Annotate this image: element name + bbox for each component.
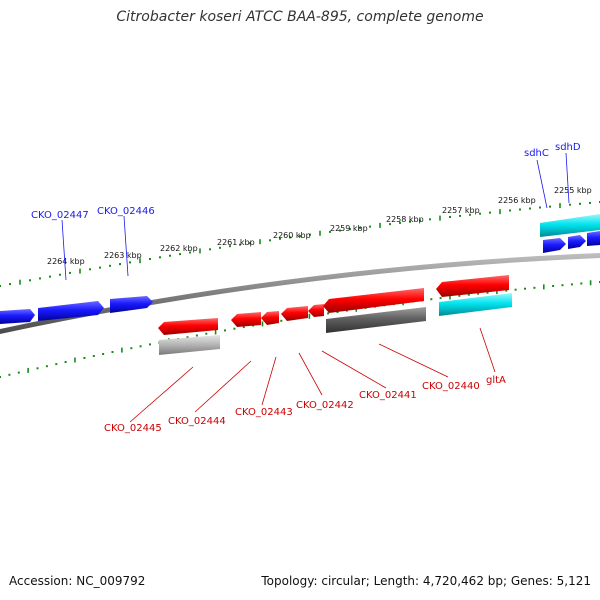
kbp-label: 2255 kbp [554,186,592,195]
kbp-label: 2262 kbp [160,244,198,253]
gene-arrow-reverse-highlight[interactable] [439,293,512,316]
kbp-label: 2258 kbp [386,215,424,224]
kbp-label: 2261 kbp [217,238,255,247]
pseudo-feature[interactable] [159,335,220,355]
map-title: Citrobacter koseri ATCC BAA-895, complet… [116,9,484,25]
reverse-strand-features [158,275,512,355]
gene-arrow-forward[interactable] [568,235,586,249]
gene-label-reverse[interactable]: gltA [486,375,506,386]
kbp-label: 2256 kbp [498,196,536,205]
gene-label-reverse[interactable]: CKO_02445 [104,423,162,434]
kbp-label: 2263 kbp [104,251,142,260]
outer-tick-ring [0,201,600,287]
gene-arrow-reverse[interactable] [308,304,324,317]
gene-label-forward[interactable]: CKO_02446 [97,206,155,217]
rna-feature[interactable] [326,307,426,333]
gene-arrow-reverse[interactable] [436,275,509,297]
gene-arrow-forward-highlight[interactable] [540,214,600,237]
forward-gene-labels: CKO_02447 CKO_02446 sdhC sdhD [31,142,581,281]
gene-arrow-reverse[interactable] [261,311,279,325]
gene-arrow-forward[interactable] [38,301,104,321]
kbp-label: 2259 kbp [330,224,368,233]
gene-label-forward[interactable]: sdhC [524,148,549,159]
reverse-gene-labels: CKO_02445 CKO_02444 CKO_02443 CKO_02442 … [104,327,506,434]
gene-label-reverse[interactable]: CKO_02441 [359,390,417,401]
kbp-label: 2257 kbp [442,206,480,215]
kbp-label: 2260 kbp [273,231,311,240]
gene-arrow-forward[interactable] [587,231,600,246]
gene-arrow-forward[interactable] [543,238,566,253]
gene-label-reverse[interactable]: CKO_02440 [422,381,480,392]
gene-arrow-forward[interactable] [110,296,153,313]
gene-label-reverse[interactable]: CKO_02442 [296,400,354,411]
kbp-label: 2264 kbp [47,257,85,266]
genome-stats-text: Topology: circular; Length: 4,720,462 bp… [261,574,591,588]
gene-arrow-forward[interactable] [0,309,35,324]
gene-arrow-reverse[interactable] [231,312,261,327]
gene-label-forward[interactable]: sdhD [555,142,581,153]
gene-label-reverse[interactable]: CKO_02443 [235,407,293,418]
gene-arrow-reverse[interactable] [323,288,424,313]
accession-text: Accession: NC_009792 [9,574,146,588]
kbp-labels: 2264 kbp 2263 kbp 2262 kbp 2261 kbp 2260… [47,186,592,266]
gene-arrow-reverse[interactable] [281,306,308,321]
gene-label-reverse[interactable]: CKO_02444 [168,416,226,427]
gene-label-forward[interactable]: CKO_02447 [31,210,89,221]
gene-arrow-reverse[interactable] [158,318,218,335]
forward-strand-features [0,214,600,324]
